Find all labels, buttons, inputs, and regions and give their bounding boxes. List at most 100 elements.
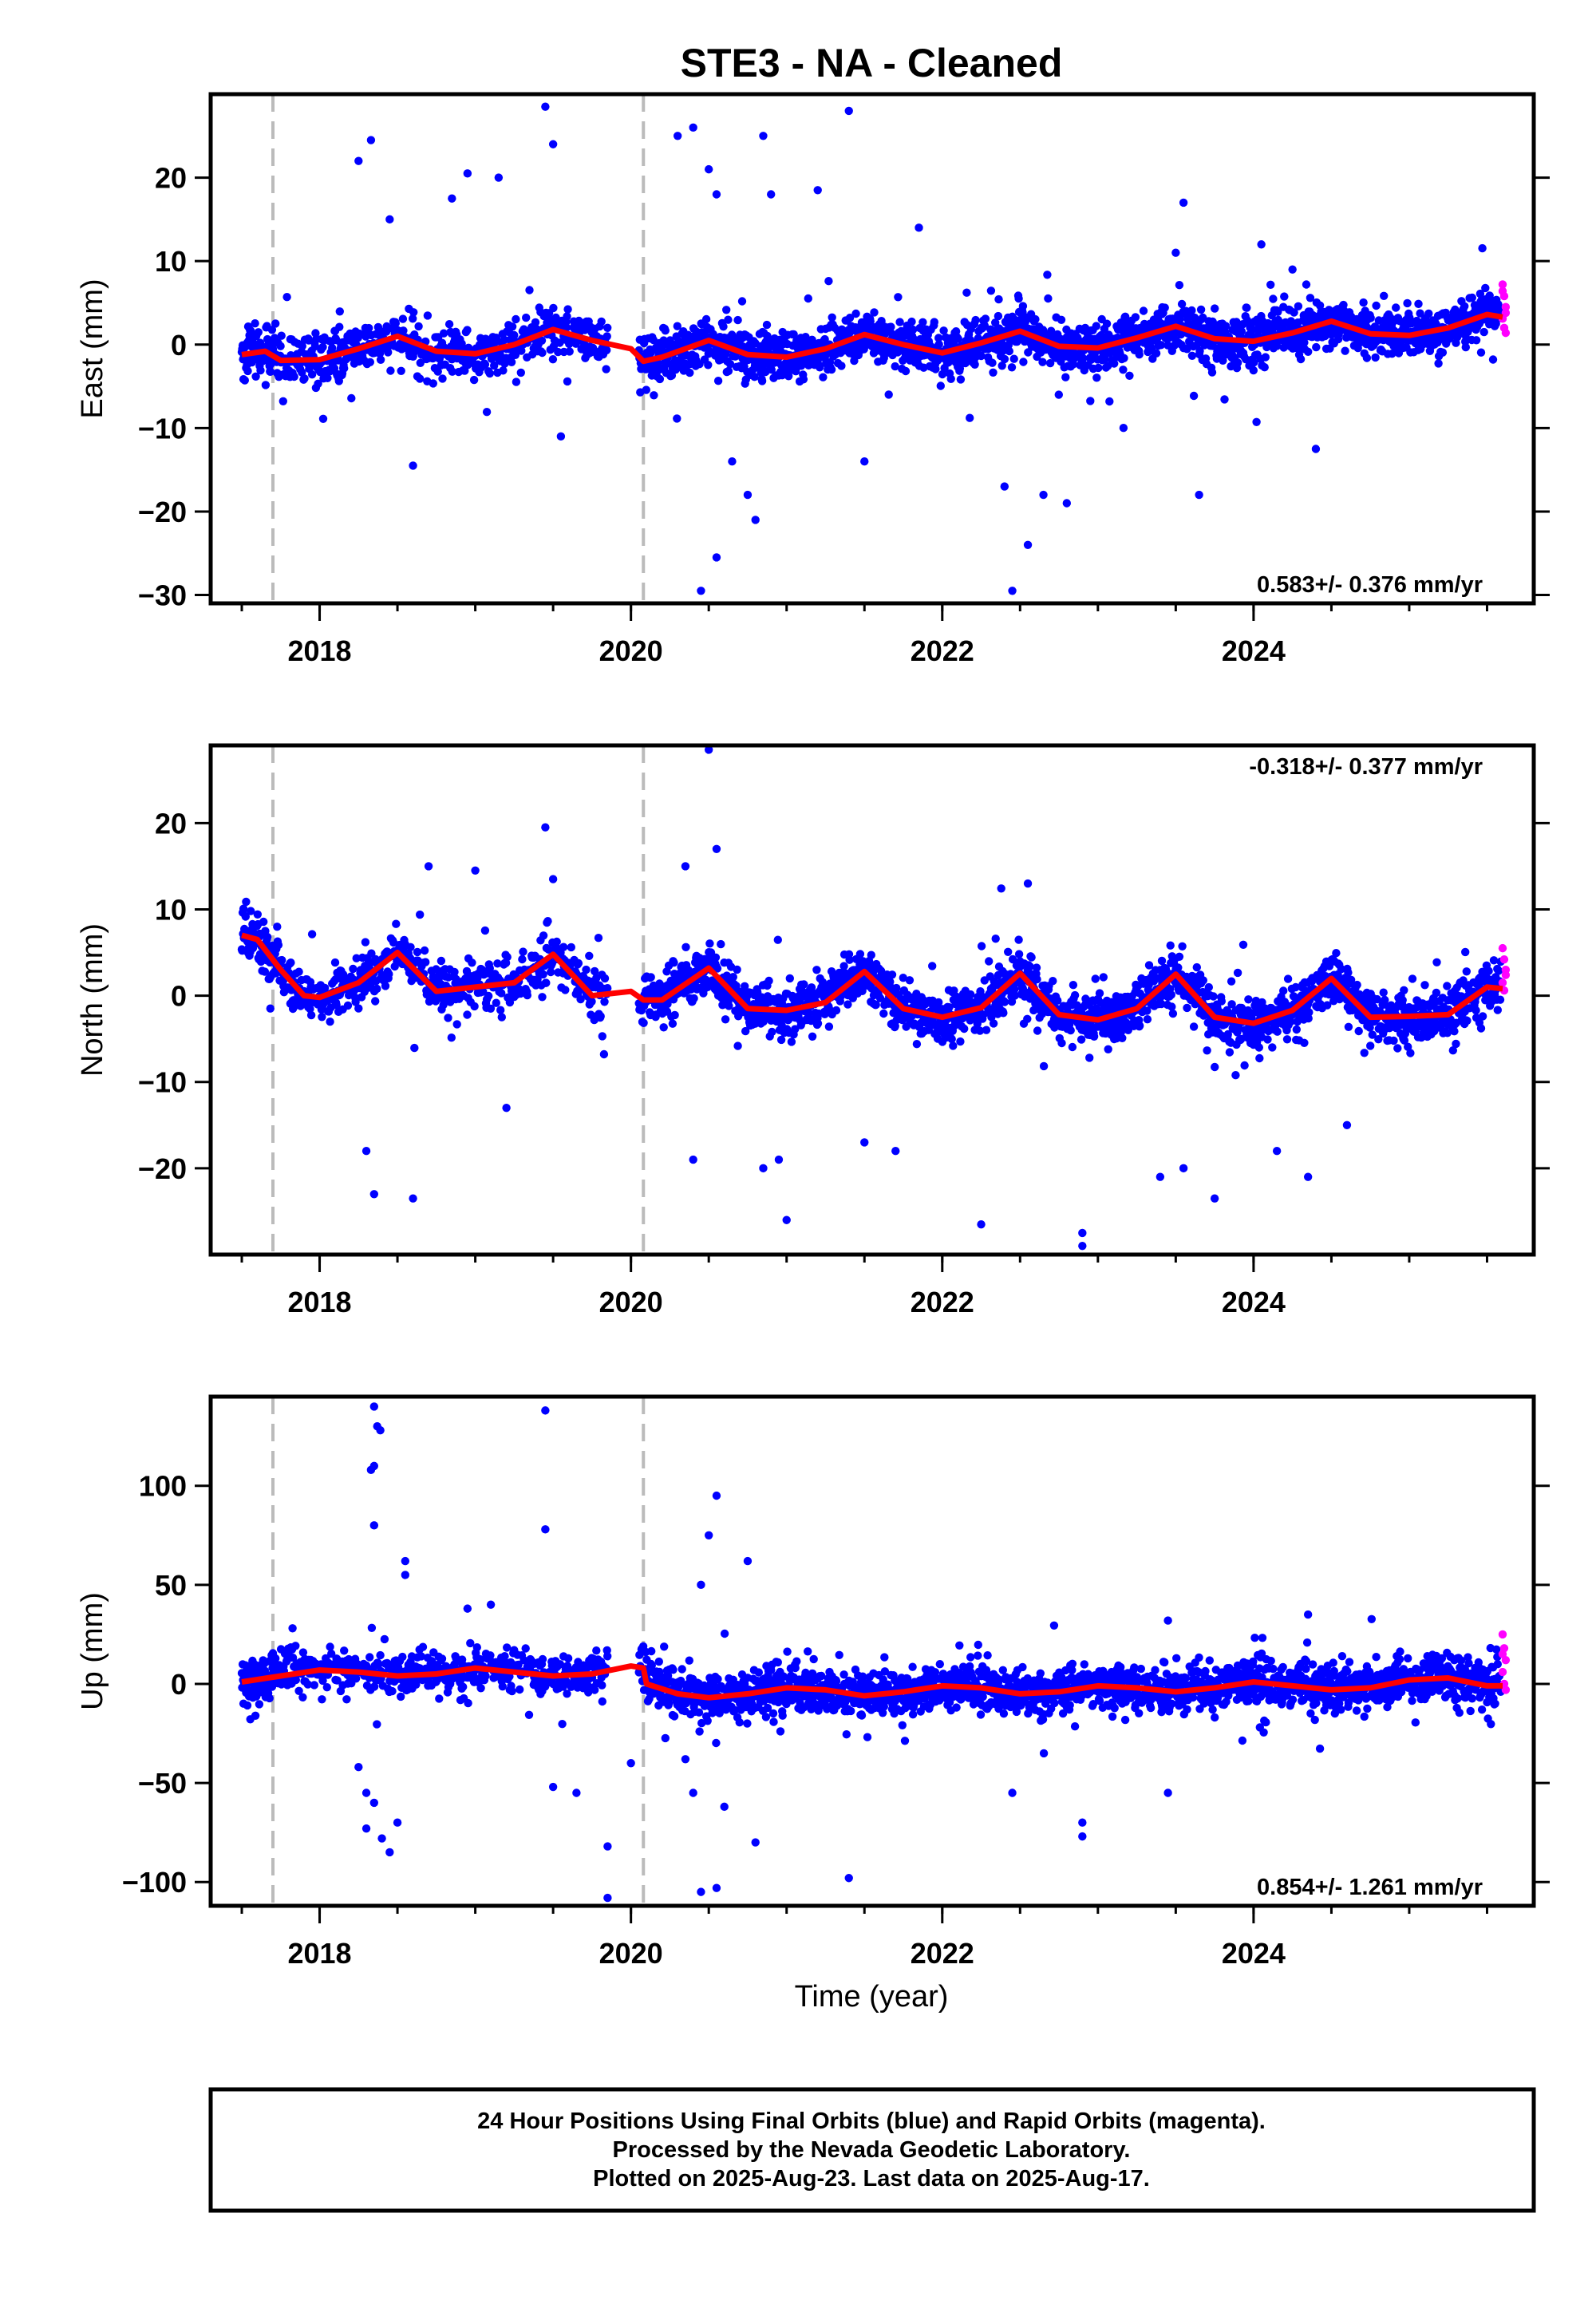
final-orbit-point (659, 1023, 668, 1032)
final-orbit-point (845, 314, 855, 322)
final-orbit-point (240, 376, 249, 385)
final-orbit-point (286, 958, 295, 967)
panel-frame (208, 92, 1536, 606)
final-orbit-point (843, 1000, 852, 1009)
final-orbit-point (655, 374, 665, 384)
final-orbit-point (517, 346, 526, 355)
final-orbit-point (764, 976, 773, 986)
final-orbit-point (306, 1010, 316, 1020)
final-orbit-point (785, 974, 794, 983)
final-orbit-point (565, 347, 574, 356)
outlier-point (1062, 499, 1072, 508)
final-orbit-point (482, 408, 492, 417)
final-orbit-point (977, 942, 986, 951)
x-tick-label: 2022 (911, 634, 974, 667)
final-orbit-point (768, 1027, 776, 1037)
final-orbit-point (946, 374, 955, 383)
final-orbit-point (1160, 303, 1169, 312)
final-orbit-point (485, 964, 494, 973)
final-orbit-point (1094, 363, 1103, 373)
final-orbit-point (409, 314, 417, 323)
final-orbit-point (851, 309, 860, 318)
final-orbit-point (1119, 366, 1128, 374)
final-orbit-point (1023, 1014, 1032, 1024)
y-tick-label: 10 (155, 245, 187, 278)
final-orbit-point (905, 976, 915, 985)
final-orbit-point (1306, 294, 1315, 302)
final-orbit-point (409, 308, 418, 317)
final-orbit-point (639, 1018, 648, 1028)
outlier-point (1008, 587, 1017, 595)
final-orbit-point (1000, 354, 1009, 364)
outlier-point (813, 186, 822, 195)
final-orbit-point (642, 385, 650, 394)
final-orbit-point (1479, 327, 1488, 337)
outlier-point (712, 190, 721, 199)
outlier-point (860, 456, 869, 466)
final-orbit-point (406, 943, 415, 952)
final-orbit-point (1175, 952, 1184, 962)
final-orbit-point (253, 910, 262, 919)
outlier-point (844, 106, 853, 116)
outlier-point (689, 123, 697, 132)
final-orbit-point (450, 967, 459, 977)
final-orbit-point (673, 414, 681, 423)
final-orbit-point (1491, 319, 1500, 328)
final-orbit-point (713, 377, 723, 385)
y-tick-label: −10 (138, 412, 187, 445)
final-orbit-point (804, 1009, 813, 1018)
final-orbit-point (1294, 1010, 1303, 1019)
final-orbit-point (1282, 1035, 1292, 1044)
final-orbit-point (1237, 327, 1246, 336)
final-orbit-point (725, 359, 735, 369)
final-orbit-point (1007, 997, 1017, 1006)
final-orbit-point (1092, 322, 1101, 330)
outlier-point (712, 553, 721, 562)
final-orbit-point (1032, 963, 1041, 972)
y-tick-label: −30 (138, 579, 187, 612)
final-orbit-point (1227, 977, 1236, 986)
final-orbit-point (343, 1001, 353, 1010)
final-orbit-point (282, 293, 291, 302)
x-tick-label: 2024 (1222, 634, 1286, 667)
final-orbit-point (602, 332, 611, 341)
final-orbit-point (989, 368, 998, 377)
final-orbit-point (323, 373, 332, 382)
final-orbit-point (966, 413, 974, 422)
final-orbit-point (439, 329, 448, 338)
final-orbit-point (1481, 283, 1490, 293)
final-orbit-point (1204, 982, 1214, 992)
final-orbit-point (468, 958, 476, 967)
final-orbit-point (485, 369, 494, 378)
final-orbit-point (429, 379, 437, 388)
final-orbit-point (519, 947, 527, 956)
final-orbit-point (819, 373, 828, 381)
final-orbit-point (776, 1035, 786, 1045)
final-orbit-point (1043, 271, 1052, 279)
final-orbit-point (982, 1026, 991, 1034)
final-orbit-point (414, 322, 423, 331)
final-orbit-point (563, 312, 571, 321)
final-orbit-point (599, 1049, 609, 1059)
final-orbit-point (1045, 358, 1055, 368)
final-orbit-point (837, 362, 846, 370)
final-orbit-point (1069, 360, 1078, 369)
final-orbit-point (870, 308, 879, 317)
outlier-point (1179, 198, 1188, 207)
final-orbit-point (1057, 315, 1066, 324)
y-tick-label: 0 (171, 329, 187, 362)
final-orbit-point (486, 1004, 496, 1014)
final-orbit-point (444, 320, 454, 329)
final-orbit-point (1258, 998, 1266, 1007)
final-orbit-point (344, 990, 354, 1000)
outlier-point (385, 215, 394, 224)
final-orbit-point (1120, 312, 1130, 321)
final-orbit-point (1091, 974, 1100, 983)
final-orbit-point (548, 355, 558, 364)
final-orbit-point (1292, 1025, 1302, 1034)
outlier-point (409, 461, 417, 470)
final-orbit-point (1472, 336, 1481, 345)
final-orbit-point (496, 1006, 505, 1014)
final-orbit-point (999, 1009, 1008, 1018)
final-orbit-point (931, 365, 940, 373)
